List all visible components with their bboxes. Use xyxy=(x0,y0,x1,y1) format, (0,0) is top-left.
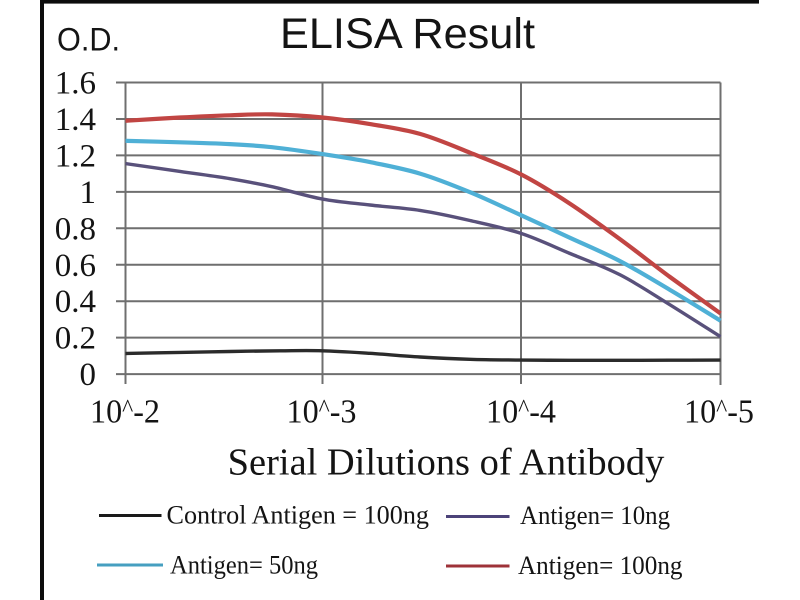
svg-text:Antigen= 50ng: Antigen= 50ng xyxy=(170,551,318,580)
svg-text:0.8: 0.8 xyxy=(55,211,96,247)
svg-text:Antigen= 10ng: Antigen= 10ng xyxy=(520,501,670,530)
svg-text:ELISA Result: ELISA Result xyxy=(280,11,535,58)
svg-text:1.6: 1.6 xyxy=(55,66,96,102)
svg-text:10^-2: 10^-2 xyxy=(90,394,160,431)
svg-text:0.6: 0.6 xyxy=(55,248,96,284)
svg-text:0.2: 0.2 xyxy=(55,321,96,357)
svg-text:Control Antigen = 100ng: Control Antigen = 100ng xyxy=(167,501,430,530)
svg-text:1.4: 1.4 xyxy=(55,102,96,138)
svg-text:0.4: 0.4 xyxy=(55,284,96,320)
svg-text:1.2: 1.2 xyxy=(55,138,96,174)
svg-text:0: 0 xyxy=(80,357,97,393)
svg-text:1: 1 xyxy=(80,175,97,211)
svg-text:O.D.: O.D. xyxy=(57,22,120,58)
svg-text:Antigen= 100ng: Antigen= 100ng xyxy=(518,551,683,580)
svg-text:Serial Dilutions of Antibody: Serial Dilutions of Antibody xyxy=(228,442,665,484)
